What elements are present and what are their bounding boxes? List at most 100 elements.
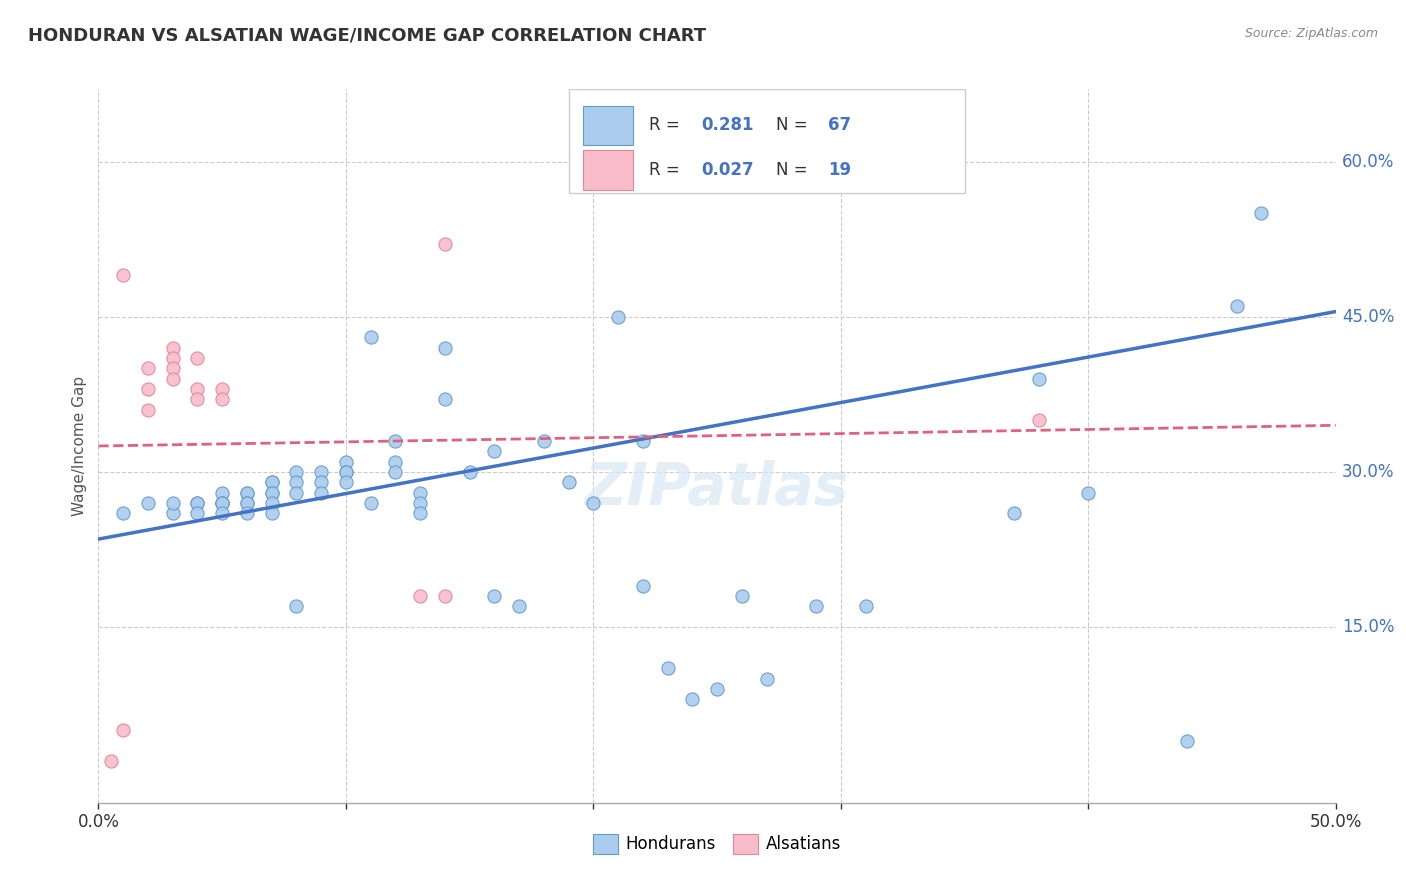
Point xyxy=(100,755,122,769)
Text: N =: N = xyxy=(776,161,813,179)
Point xyxy=(186,392,208,407)
Point xyxy=(384,434,406,448)
Point xyxy=(582,496,605,510)
Point xyxy=(706,681,728,696)
Point xyxy=(186,351,208,365)
Point xyxy=(557,475,579,490)
Point xyxy=(285,475,308,490)
Point xyxy=(186,496,208,510)
Point xyxy=(112,723,135,738)
Point xyxy=(804,599,827,614)
Point xyxy=(136,361,159,376)
Point xyxy=(384,465,406,479)
Point xyxy=(409,589,432,603)
Point xyxy=(335,475,357,490)
Point xyxy=(409,496,432,510)
Point xyxy=(211,506,233,520)
Point xyxy=(186,496,208,510)
Point xyxy=(211,382,233,396)
Bar xyxy=(568,89,965,193)
Point xyxy=(484,444,506,458)
Legend: Hondurans, Alsatians: Hondurans, Alsatians xyxy=(583,825,851,863)
Point xyxy=(1250,206,1272,220)
Text: 30.0%: 30.0% xyxy=(1341,463,1395,481)
Point xyxy=(309,475,332,490)
Point xyxy=(260,485,283,500)
Point xyxy=(433,341,456,355)
Point xyxy=(285,485,308,500)
Point xyxy=(855,599,877,614)
Point xyxy=(260,475,283,490)
Point xyxy=(1226,299,1249,313)
Point xyxy=(335,465,357,479)
Point xyxy=(136,382,159,396)
Text: 0.027: 0.027 xyxy=(702,161,754,179)
Point xyxy=(260,496,283,510)
Point xyxy=(236,496,259,510)
Point xyxy=(136,402,159,417)
Text: 45.0%: 45.0% xyxy=(1341,308,1395,326)
Point xyxy=(533,434,555,448)
Point xyxy=(335,465,357,479)
Point xyxy=(309,465,332,479)
Bar xyxy=(583,106,633,145)
Point xyxy=(508,599,530,614)
Point xyxy=(186,382,208,396)
Point xyxy=(1175,733,1198,747)
Point xyxy=(236,506,259,520)
Point xyxy=(755,672,778,686)
Point xyxy=(236,485,259,500)
Point xyxy=(112,268,135,283)
Point xyxy=(162,372,184,386)
Point xyxy=(433,237,456,252)
Text: R =: R = xyxy=(650,117,685,135)
Bar xyxy=(583,150,633,189)
Point xyxy=(162,351,184,365)
Point xyxy=(731,589,754,603)
Point xyxy=(360,330,382,344)
Point xyxy=(186,506,208,520)
Text: R =: R = xyxy=(650,161,685,179)
Text: Source: ZipAtlas.com: Source: ZipAtlas.com xyxy=(1244,27,1378,40)
Point xyxy=(136,496,159,510)
Point xyxy=(607,310,630,324)
Point xyxy=(335,454,357,468)
Point xyxy=(211,392,233,407)
Point xyxy=(162,506,184,520)
Point xyxy=(211,496,233,510)
Point xyxy=(409,485,432,500)
Point xyxy=(211,496,233,510)
Point xyxy=(631,579,654,593)
Point xyxy=(433,392,456,407)
Point xyxy=(657,661,679,675)
Point xyxy=(236,496,259,510)
Point xyxy=(162,341,184,355)
Point xyxy=(458,465,481,479)
Point xyxy=(285,599,308,614)
Text: ZIPatlas: ZIPatlas xyxy=(585,460,849,517)
Point xyxy=(681,692,703,706)
Point xyxy=(285,465,308,479)
Text: N =: N = xyxy=(776,117,813,135)
Text: 0.281: 0.281 xyxy=(702,117,754,135)
Point xyxy=(631,434,654,448)
Point xyxy=(1028,413,1050,427)
Point xyxy=(309,485,332,500)
Point xyxy=(433,589,456,603)
Point xyxy=(211,496,233,510)
Text: 60.0%: 60.0% xyxy=(1341,153,1395,170)
Point xyxy=(112,506,135,520)
Point xyxy=(260,475,283,490)
Point xyxy=(162,361,184,376)
Text: 15.0%: 15.0% xyxy=(1341,618,1395,636)
Point xyxy=(211,485,233,500)
Point xyxy=(1002,506,1025,520)
Point xyxy=(384,454,406,468)
Text: 67: 67 xyxy=(828,117,852,135)
Point xyxy=(360,496,382,510)
Point xyxy=(1077,485,1099,500)
Point xyxy=(162,496,184,510)
Y-axis label: Wage/Income Gap: Wage/Income Gap xyxy=(72,376,87,516)
Point xyxy=(260,485,283,500)
Point xyxy=(260,506,283,520)
